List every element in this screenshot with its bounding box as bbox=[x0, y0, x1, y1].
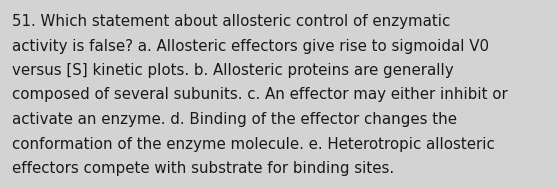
Text: versus [S] kinetic plots. b. Allosteric proteins are generally: versus [S] kinetic plots. b. Allosteric … bbox=[12, 63, 454, 78]
Text: composed of several subunits. c. An effector may either inhibit or: composed of several subunits. c. An effe… bbox=[12, 87, 508, 102]
Text: activity is false? a. Allosteric effectors give rise to sigmoidal V0: activity is false? a. Allosteric effecto… bbox=[12, 39, 489, 54]
Text: 51. Which statement about allosteric control of enzymatic: 51. Which statement about allosteric con… bbox=[12, 14, 450, 29]
Text: conformation of the enzyme molecule. e. Heterotropic allosteric: conformation of the enzyme molecule. e. … bbox=[12, 136, 495, 152]
Text: activate an enzyme. d. Binding of the effector changes the: activate an enzyme. d. Binding of the ef… bbox=[12, 112, 457, 127]
Text: effectors compete with substrate for binding sites.: effectors compete with substrate for bin… bbox=[12, 161, 394, 176]
